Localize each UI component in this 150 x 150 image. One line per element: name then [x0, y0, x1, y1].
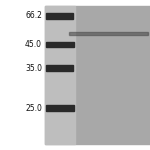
Bar	[45, 6, 75, 144]
Text: 45.0: 45.0	[25, 40, 42, 49]
Bar	[69, 32, 148, 35]
Bar	[46, 66, 73, 71]
Bar	[45, 6, 150, 144]
Text: 35.0: 35.0	[25, 64, 42, 73]
Bar	[46, 13, 73, 19]
Bar	[46, 105, 74, 111]
Text: 66.2: 66.2	[25, 11, 42, 20]
Bar	[46, 42, 74, 47]
Text: 25.0: 25.0	[25, 104, 42, 113]
